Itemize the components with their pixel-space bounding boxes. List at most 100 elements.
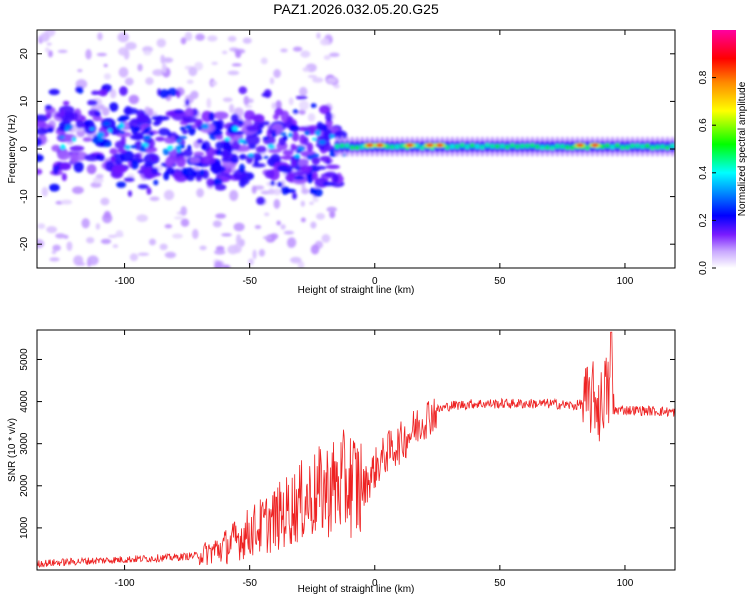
- spectrogram-cell: [149, 196, 160, 202]
- spectrogram-cell: [40, 32, 50, 42]
- spectrogram-cell: [167, 145, 174, 152]
- spectrogram-cell: [96, 131, 105, 138]
- spectrogram-cell: [436, 143, 444, 147]
- spectrogram-cell: [315, 212, 326, 220]
- spectrogram-cell: [73, 161, 84, 173]
- spectrogram-cell: [37, 120, 47, 128]
- spectrogram-cell: [312, 77, 324, 83]
- snr-xtick-label: 0: [372, 578, 378, 589]
- spectrogram-cell: [298, 100, 310, 111]
- spectrogram-cell: [454, 144, 460, 150]
- spectrogram-cell: [659, 144, 665, 150]
- spectrogram-cell: [248, 258, 254, 266]
- spectrogram-cell: [261, 121, 270, 126]
- spectrogram-cell: [149, 154, 158, 162]
- spectrogram-cell: [344, 143, 350, 149]
- spectrogram-cell: [300, 200, 305, 207]
- spectrogram-xtick-label: 50: [494, 276, 506, 287]
- spectrogram-cell: [48, 88, 60, 96]
- spectrogram-cell: [180, 37, 187, 45]
- spectrogram-cell: [109, 148, 118, 155]
- spectrogram-cell: [484, 142, 490, 148]
- spectrogram-cell: [96, 153, 101, 161]
- spectrogram-cell: [37, 223, 46, 230]
- spectrogram-cell: [298, 158, 309, 167]
- spectrogram-cell: [291, 131, 300, 142]
- spectrogram-cell: [277, 164, 289, 172]
- spectrogram-cell: [153, 179, 159, 186]
- colorbar-label: Normalized spectral amplitude: [737, 81, 748, 216]
- spectrogram-cell: [584, 145, 590, 151]
- spectrogram-cell: [314, 129, 321, 136]
- spectrogram-cell: [115, 230, 124, 237]
- spectrogram-cell: [280, 48, 288, 53]
- spectrogram-cell: [258, 249, 266, 257]
- spectrogram-cell: [284, 188, 297, 194]
- spectrogram-cell: [292, 109, 299, 115]
- spectrogram-cell: [256, 196, 266, 206]
- spectrogram-cell: [65, 124, 74, 130]
- spectrogram-cell: [184, 107, 194, 119]
- spectrogram-cell: [299, 86, 308, 97]
- spectrogram-cell: [275, 100, 282, 110]
- spectrogram-cell: [73, 255, 84, 266]
- spectrogram-cell: [283, 230, 295, 235]
- spectrogram-cell: [271, 132, 277, 138]
- spectrogram-cell: [464, 144, 470, 150]
- spectrogram-cell: [227, 244, 239, 255]
- spectrogram-cell: [289, 124, 298, 131]
- colorbar-tick-label: 0.8: [698, 70, 709, 84]
- spectrogram-cell: [124, 77, 134, 86]
- spectrogram-cell: [176, 90, 181, 99]
- colorbar: 0.0 0.2 0.4 0.6 0.8 Normalized spectral ampl…: [698, 30, 748, 275]
- spectrogram-cell: [629, 143, 635, 149]
- spectrogram-cell: [215, 141, 225, 150]
- spectrogram-cell: [59, 144, 66, 150]
- spectrogram-cell: [619, 145, 625, 151]
- spectrogram-cell: [399, 143, 405, 149]
- spectrogram-cell: [214, 249, 226, 255]
- spectrogram-cell: [280, 224, 286, 230]
- spectrogram-cell: [55, 233, 66, 239]
- snr-ytick-label: 2000: [19, 474, 30, 497]
- spectrogram-cell: [569, 145, 575, 151]
- colorbar-tick-label: 0.2: [698, 213, 709, 227]
- spectrogram-cell: [263, 155, 269, 159]
- spectrogram-cell: [136, 113, 150, 123]
- spectrogram-cell: [599, 144, 605, 150]
- spectrogram-cell: [300, 217, 306, 223]
- spectrogram-cell: [233, 130, 245, 135]
- spectrogram-cell: [64, 127, 70, 132]
- spectrogram-cell: [273, 69, 281, 78]
- spectrogram-cell: [200, 169, 205, 176]
- spectrogram-cell: [111, 164, 128, 174]
- spectrogram-cell: [95, 173, 104, 179]
- spectrogram-cell: [147, 108, 154, 117]
- spectrogram-cell: [77, 86, 84, 94]
- spectrogram-cell: [644, 143, 650, 149]
- spectrogram-cell: [426, 143, 434, 147]
- snr-series-line: [37, 331, 675, 568]
- spectrogram-cell: [221, 148, 229, 160]
- spectrogram-cell: [549, 145, 555, 151]
- spectrogram-cell: [57, 149, 71, 161]
- spectrogram-cell: [124, 106, 133, 116]
- spectrogram-cell: [295, 149, 302, 154]
- spectrogram-cell: [117, 148, 127, 154]
- spectrogram-cell: [100, 197, 110, 206]
- spectrogram-cell: [95, 223, 101, 230]
- spectrogram-cell: [634, 143, 640, 149]
- spectrogram-cell: [206, 178, 215, 187]
- spectrogram-cell: [179, 135, 188, 140]
- spectrogram-cell: [137, 184, 149, 190]
- spectrogram-cell: [559, 144, 565, 150]
- spectrogram-cell: [77, 69, 83, 73]
- spectrogram-cell: [84, 154, 100, 162]
- spectrogram-cell: [66, 241, 73, 251]
- spectrogram-cell: [143, 127, 150, 134]
- spectrogram-cell: [514, 144, 520, 150]
- spectrogram-cell: [172, 233, 183, 239]
- spectrogram-cell: [209, 135, 215, 140]
- spectrogram-cell: [37, 137, 43, 147]
- spectrogram-cell: [509, 143, 515, 149]
